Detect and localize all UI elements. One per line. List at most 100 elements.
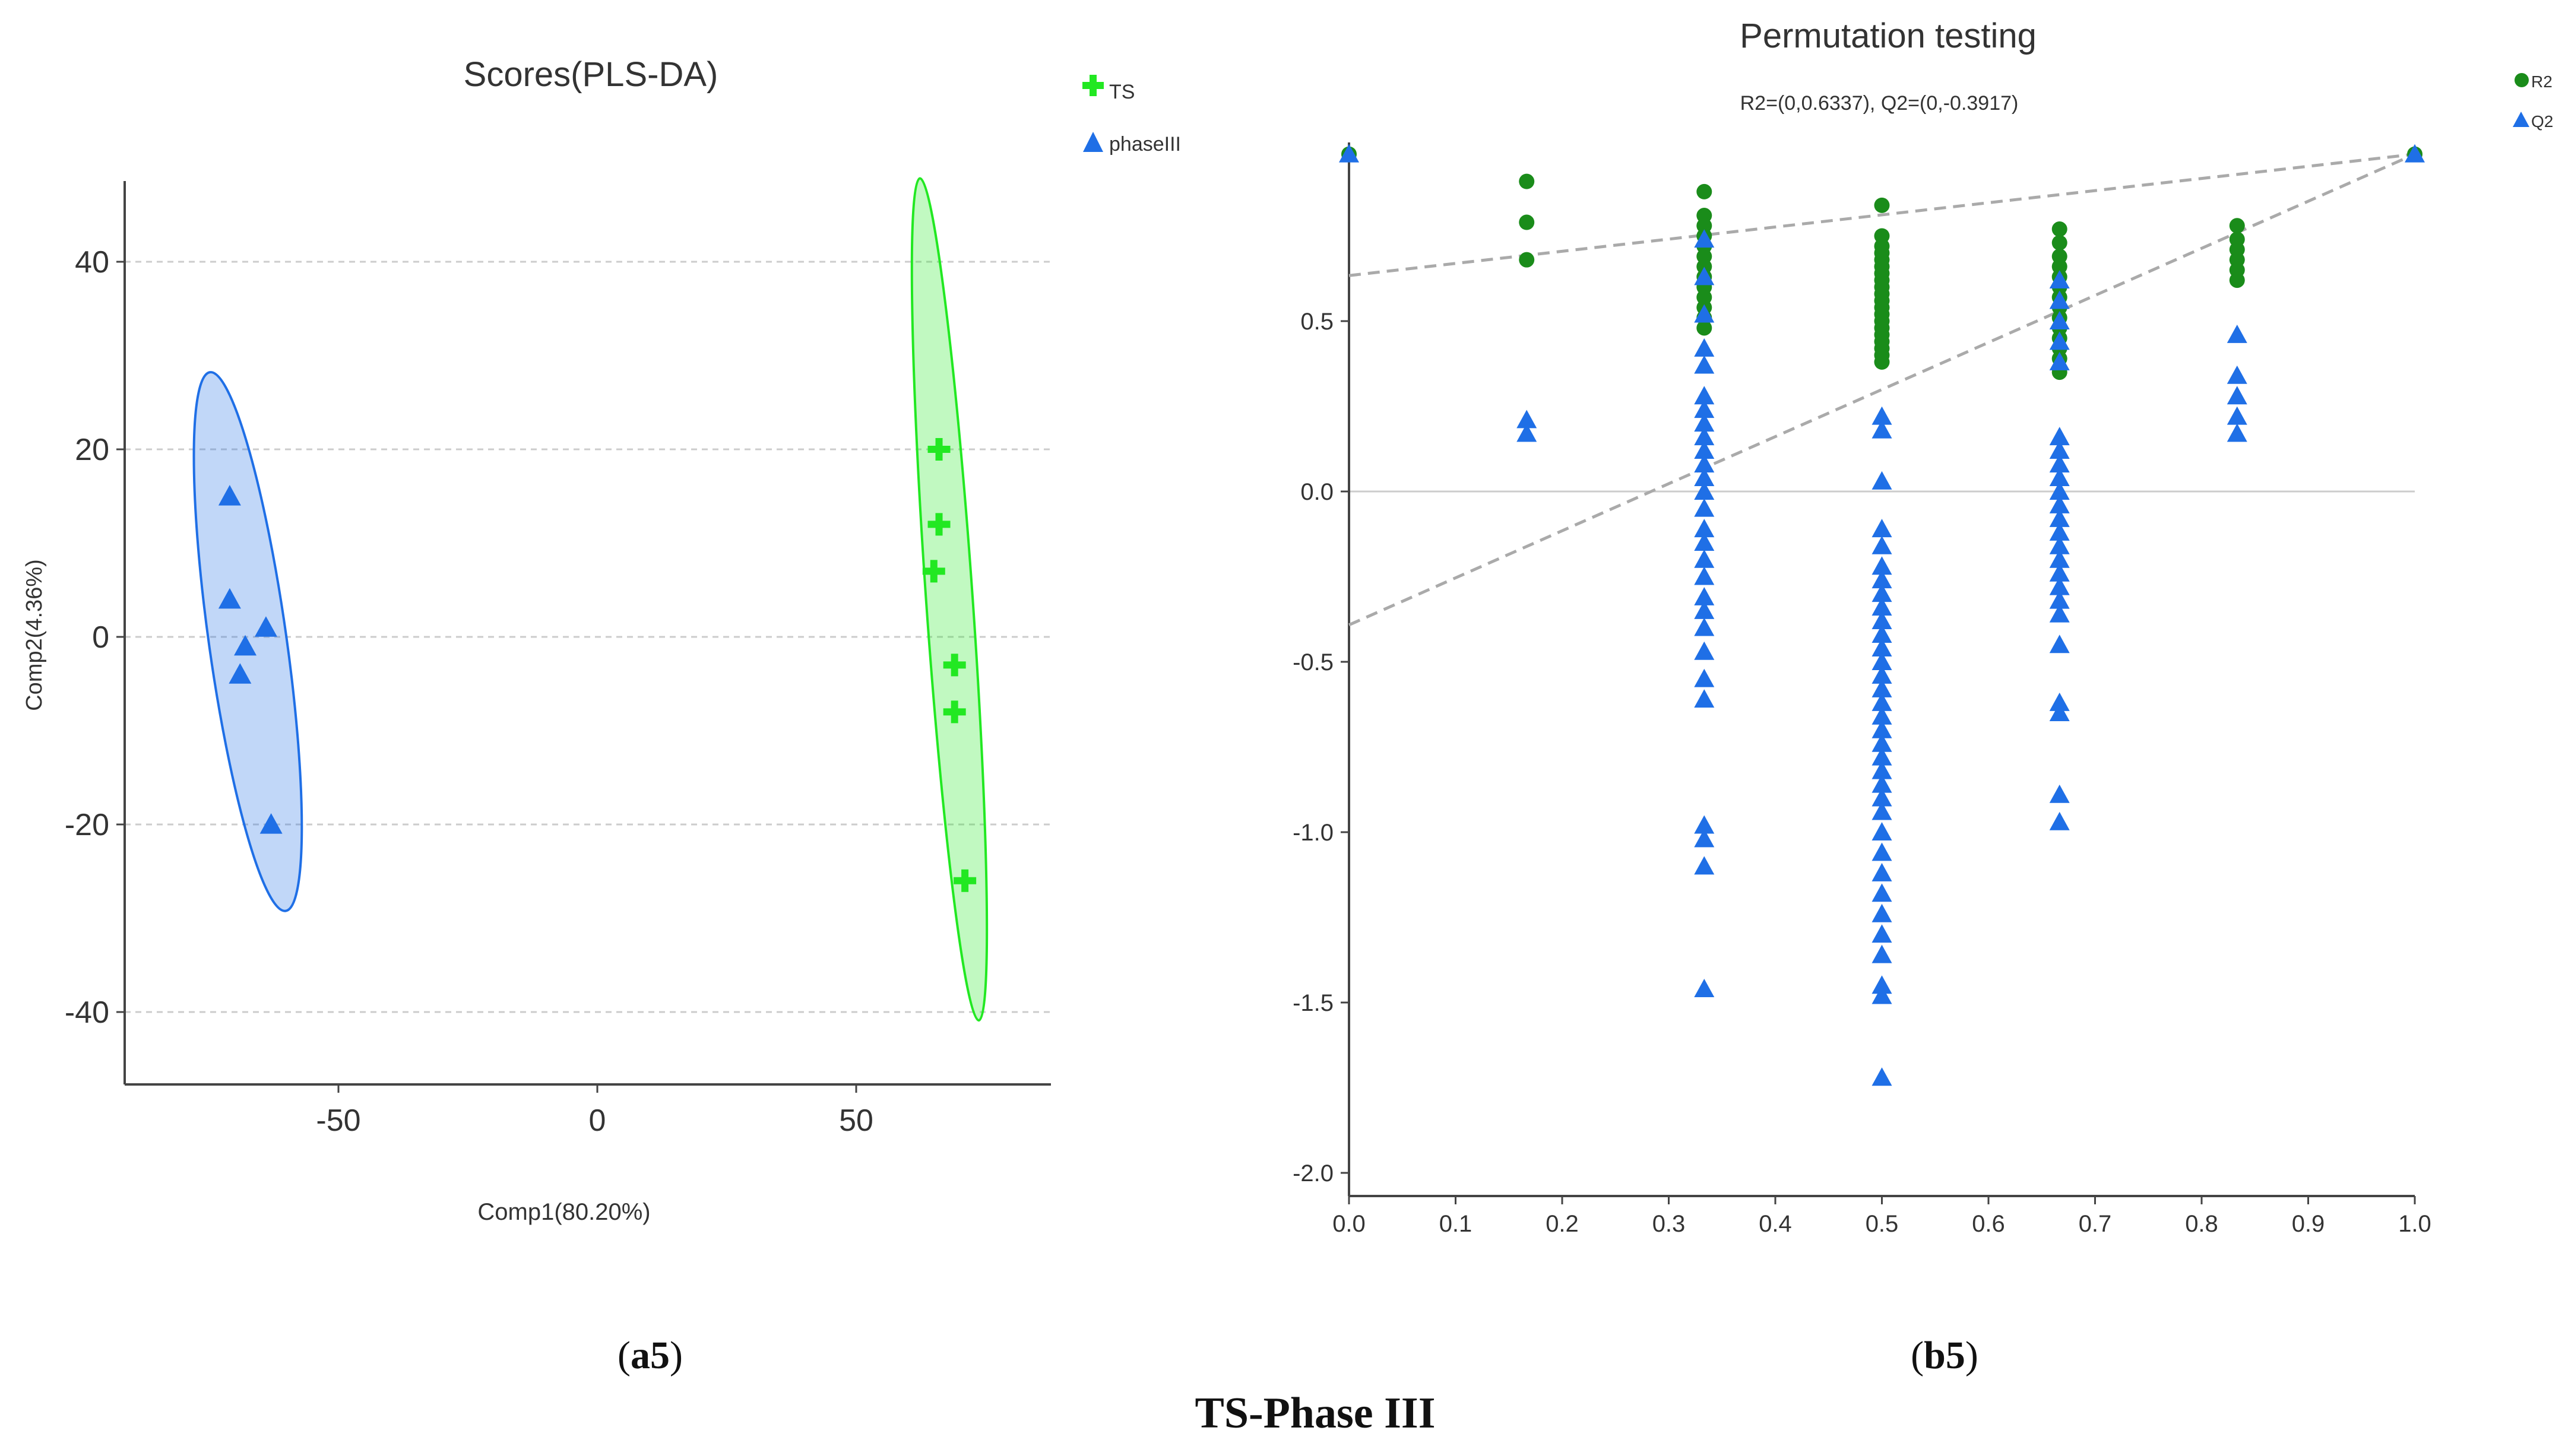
- permutation-x-tick-label: 0.5: [1866, 1211, 1899, 1237]
- caption-open-paren: (: [1911, 1334, 1924, 1377]
- q2-point: [2049, 604, 2070, 623]
- r2-point: [2229, 272, 2245, 288]
- q2-point: [2405, 144, 2425, 163]
- q2-point: [2049, 494, 2070, 513]
- q2-point: [1872, 944, 1892, 963]
- permutation-x-ticks: 0.0 0.1 0.2 0.3 0.4 0.5 0.6 0.7 0.8 0.9 1.0: [1332, 1196, 2431, 1237]
- r2-point: [2229, 218, 2245, 234]
- q2-point: [1872, 583, 1892, 602]
- r2-point: [2051, 221, 2067, 237]
- caption-open-paren: (: [618, 1334, 631, 1377]
- r2-point: [1519, 173, 1535, 189]
- q2-point: [2049, 590, 2070, 609]
- figure-title: TS-Phase III: [1195, 1389, 1435, 1438]
- q2-point: [2227, 423, 2247, 442]
- legend-label-q2: Q2: [2531, 112, 2553, 131]
- q2-point: [1694, 304, 1715, 323]
- r2-point: [1696, 320, 1712, 336]
- q2-point: [1339, 144, 1359, 163]
- pls-da-confidence-ellipses: [192, 177, 989, 1022]
- caption-close-paren: ): [1965, 1334, 1978, 1377]
- q2-point: [1872, 519, 1892, 538]
- q2-point: [1872, 883, 1892, 902]
- q2-point: [1694, 481, 1715, 500]
- q2-point: [2049, 311, 2070, 329]
- q2-point: [1694, 427, 1715, 446]
- q2-point: [1694, 468, 1715, 486]
- q2-point: [1872, 652, 1892, 670]
- q2-point: [1872, 903, 1892, 922]
- legend-triangle-marker-icon: [1083, 132, 1103, 152]
- ts-point: [927, 513, 951, 536]
- q2-point: [2049, 351, 2070, 370]
- q2-point: [2049, 508, 2070, 527]
- pls-da-y-axis-label: Comp2(4.36%): [22, 559, 47, 711]
- caption-label-b5: b5: [1924, 1334, 1965, 1377]
- pls-da-y-tick-label: -20: [65, 808, 109, 842]
- pls-da-x-axis-label: Comp1(80.20%): [477, 1199, 650, 1225]
- q2-point: [1872, 706, 1892, 725]
- q2-point: [1872, 597, 1892, 616]
- q2-point: [1872, 822, 1892, 840]
- permutation-legend: R2 Q2: [2513, 72, 2553, 131]
- q2-point: [1516, 410, 1537, 429]
- q2-points: [1339, 144, 2425, 1086]
- q2-point: [1694, 829, 1715, 848]
- legend-item-ts: TS: [1082, 75, 1135, 103]
- q2-point: [1694, 815, 1715, 834]
- q2-point: [1694, 689, 1715, 708]
- legend-label-ts: TS: [1109, 81, 1135, 103]
- pls-da-legend: TS phaseIII: [1082, 75, 1181, 156]
- phaseiii-point: [218, 588, 241, 609]
- q2-point: [1872, 665, 1892, 684]
- q2-point: [1872, 975, 1892, 994]
- ts-point: [922, 560, 945, 583]
- q2-point: [2049, 290, 2070, 309]
- q2-point: [1872, 406, 1892, 425]
- ts-point: [943, 654, 966, 677]
- q2-point: [1694, 399, 1715, 418]
- q2-point: [1872, 788, 1892, 807]
- panel-b-caption: (b5): [1911, 1334, 1978, 1377]
- ts-point: [927, 438, 951, 461]
- q2-point: [2049, 468, 2070, 486]
- caption-close-paren: ): [670, 1334, 683, 1377]
- q2-point: [2227, 406, 2247, 425]
- permutation-y-tick-label: -0.5: [1293, 649, 1334, 675]
- q2-point: [1694, 338, 1715, 357]
- r2-points: [1341, 146, 2422, 380]
- phaseiii-point: [259, 813, 283, 834]
- pls-da-chart-title: Scores(PLS-DA): [464, 55, 718, 94]
- q2-point: [1694, 600, 1715, 619]
- q2-point: [1694, 498, 1715, 517]
- legend-item-phaseiii: phaseIII: [1083, 132, 1181, 156]
- q2-point: [2049, 549, 2070, 568]
- q2-point: [1872, 678, 1892, 697]
- pls-da-x-tick-label: 0: [589, 1103, 606, 1138]
- permutation-chart-subtitle: R2=(0,0.6337), Q2=(0,-0.3917): [1740, 92, 2019, 115]
- phaseiii-point: [234, 635, 257, 656]
- q2-point: [1694, 979, 1715, 997]
- q2-point: [1694, 549, 1715, 568]
- q2-point: [2227, 386, 2247, 405]
- legend-plus-marker-icon: [1082, 75, 1104, 96]
- permutation-y-tick-label: -2.0: [1293, 1160, 1334, 1187]
- q2-point: [2227, 324, 2247, 343]
- q2-point: [2049, 692, 2070, 711]
- q2-point: [2049, 427, 2070, 446]
- pls-da-y-ticks: 40 20 0 -20 -40: [65, 245, 125, 1030]
- ts-confidence-ellipse: [910, 177, 989, 1022]
- permutation-y-tick-label: -1.0: [1293, 820, 1334, 846]
- pls-da-y-tick-label: 0: [92, 620, 109, 655]
- q2-point: [1694, 454, 1715, 473]
- panel-a-caption: (a5): [618, 1334, 683, 1377]
- q2-point: [2227, 365, 2247, 384]
- r2-point: [1696, 183, 1712, 199]
- q2-point: [1694, 641, 1715, 660]
- ts-point: [954, 869, 977, 892]
- r2-point: [2051, 234, 2067, 250]
- pls-da-y-tick-label: 40: [75, 245, 109, 280]
- q2-point: [1872, 638, 1892, 656]
- permutation-x-tick-label: 0.2: [1546, 1211, 1579, 1237]
